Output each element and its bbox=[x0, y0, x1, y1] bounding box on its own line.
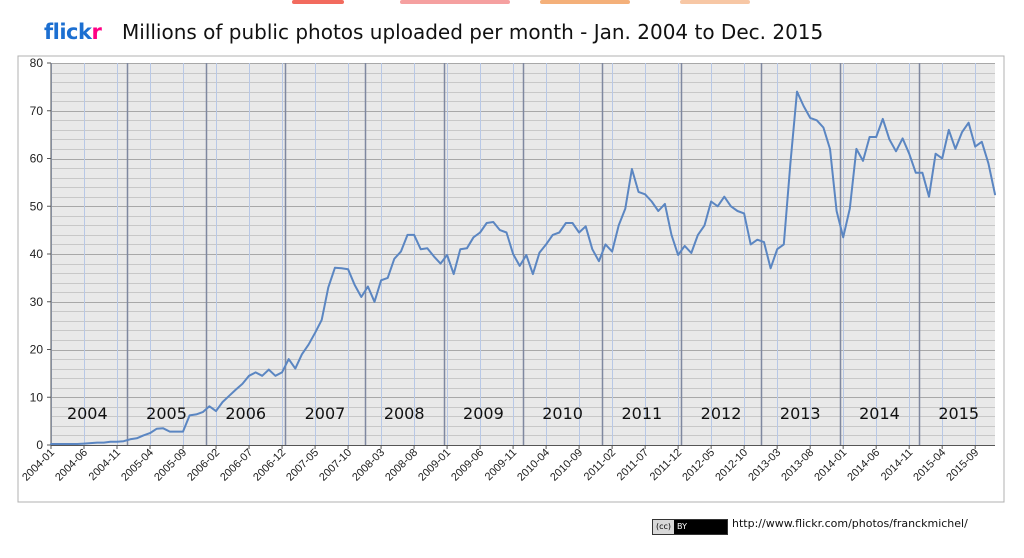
by-label: BY bbox=[677, 522, 687, 531]
x-tick-label: 2009-11 bbox=[483, 447, 519, 483]
year-label: 2006 bbox=[225, 404, 266, 423]
x-tick-label: 2014-11 bbox=[879, 447, 915, 483]
year-label: 2008 bbox=[384, 404, 425, 423]
chart-frame bbox=[17, 55, 1005, 503]
x-tick-label: 2015-04 bbox=[911, 447, 948, 484]
cc-label: (cc) bbox=[653, 520, 675, 534]
logo-text-blue: flick bbox=[44, 20, 92, 44]
cc-by-license-badge: (cc) BY bbox=[652, 519, 728, 535]
year-label: 2007 bbox=[305, 404, 346, 423]
x-tick-label: 2004-01 bbox=[20, 447, 57, 484]
y-tick-label: 0 bbox=[36, 438, 43, 452]
x-tick-label: 2004-11 bbox=[87, 447, 123, 483]
year-labels: 2004 2005 2006 2007 2008 2009 2010 2011 2012 2013… bbox=[67, 404, 979, 423]
year-label: 2012 bbox=[701, 404, 742, 423]
y-tick-label: 10 bbox=[30, 390, 44, 404]
x-tick-label: 2014-01 bbox=[812, 447, 849, 484]
x-tick-label: 2006-02 bbox=[185, 447, 222, 484]
y-tick-label: 80 bbox=[30, 56, 44, 70]
year-label: 2005 bbox=[146, 404, 187, 423]
y-tick-label: 40 bbox=[30, 247, 44, 261]
x-tick-label: 2013-08 bbox=[779, 447, 816, 484]
source-url[interactable]: http://www.flickr.com/photos/franckmiche… bbox=[732, 517, 968, 530]
x-tick-label: 2005-04 bbox=[119, 447, 156, 484]
year-label: 2015 bbox=[938, 404, 979, 423]
flickr-logo: flickr bbox=[44, 20, 102, 44]
chart-title: Millions of public photos uploaded per m… bbox=[122, 20, 824, 44]
x-tick-label: 2010-04 bbox=[515, 447, 552, 484]
x-tick-label: 2007-05 bbox=[284, 447, 321, 484]
x-tick-label: 2006-07 bbox=[218, 447, 255, 484]
top-color-strip bbox=[0, 0, 1024, 4]
x-tick-label: 2009-06 bbox=[449, 447, 486, 484]
x-tick-label: 2006-12 bbox=[251, 447, 288, 484]
x-tick-label: 2004-06 bbox=[53, 447, 90, 484]
year-label: 2009 bbox=[463, 404, 504, 423]
y-tick-label: 70 bbox=[30, 104, 44, 118]
x-tick-label: 2014-06 bbox=[845, 447, 882, 484]
y-tick-label: 20 bbox=[30, 343, 44, 357]
x-tick-label: 2005-09 bbox=[152, 447, 189, 484]
year-label: 2014 bbox=[859, 404, 900, 423]
x-tick-label: 2009-01 bbox=[416, 447, 453, 484]
chart-header: flickr Millions of public photos uploade… bbox=[0, 0, 1024, 60]
year-label: 2013 bbox=[780, 404, 821, 423]
x-tick-label: 2012-10 bbox=[713, 447, 750, 484]
year-label: 2004 bbox=[67, 404, 108, 423]
x-tick-label: 2012-05 bbox=[680, 447, 717, 484]
y-tick-label: 30 bbox=[30, 295, 44, 309]
x-tick-label: 2011-02 bbox=[582, 447, 618, 483]
x-tick-label: 2008-03 bbox=[350, 447, 387, 484]
x-tick-label: 2015-09 bbox=[944, 447, 981, 484]
y-tick-label: 50 bbox=[30, 199, 44, 213]
photos-uploaded-line bbox=[50, 90, 996, 445]
year-label: 2011 bbox=[621, 404, 662, 423]
x-tick-label: 2007-10 bbox=[317, 447, 354, 484]
y-tick-label: 60 bbox=[30, 152, 44, 166]
series-line bbox=[50, 90, 996, 445]
x-tick-label: 2013-03 bbox=[746, 447, 783, 484]
logo-text-pink: r bbox=[91, 20, 102, 44]
x-tick-label: 2008-08 bbox=[383, 447, 420, 484]
x-tick-label: 2010-09 bbox=[548, 447, 585, 484]
x-tick-label: 2011-12 bbox=[648, 447, 684, 483]
year-label: 2010 bbox=[542, 404, 583, 423]
gridlines bbox=[51, 63, 995, 446]
x-tick-label: 2011-07 bbox=[615, 447, 651, 483]
